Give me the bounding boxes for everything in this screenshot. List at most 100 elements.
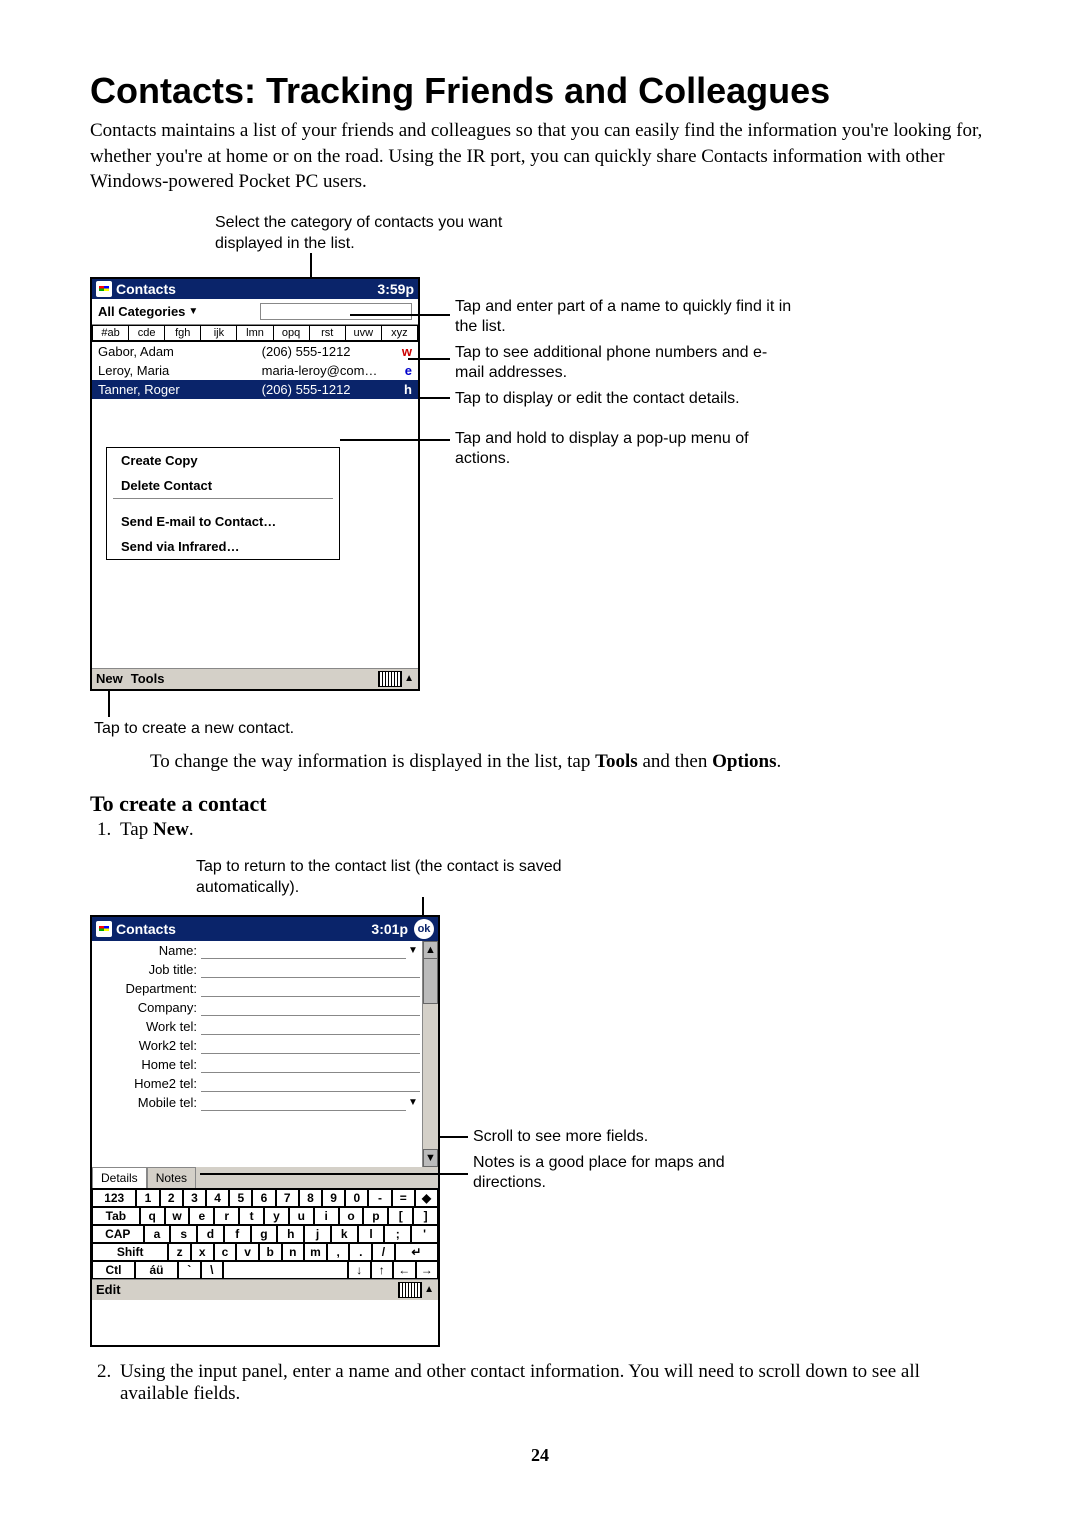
alpha-tab[interactable]: xyz — [381, 325, 418, 341]
field-row[interactable]: Home tel: — [92, 1055, 422, 1074]
key[interactable]: \ — [201, 1261, 224, 1279]
key[interactable]: g — [251, 1225, 278, 1243]
chevron-up-icon[interactable]: ▲ — [404, 673, 414, 684]
right-key[interactable]: → — [416, 1261, 439, 1279]
up-key[interactable]: ↑ — [371, 1261, 394, 1279]
key[interactable]: n — [282, 1243, 305, 1261]
backspace-key[interactable]: ◆ — [415, 1189, 438, 1207]
key[interactable]: ; — [384, 1225, 411, 1243]
space-key[interactable] — [223, 1261, 348, 1279]
key[interactable]: ` — [178, 1261, 201, 1279]
key[interactable]: f — [224, 1225, 251, 1243]
caps-key[interactable]: CAP — [92, 1225, 144, 1243]
key[interactable]: a — [144, 1225, 171, 1243]
company-field[interactable] — [201, 999, 420, 1016]
menu-item-send-email[interactable]: Send E-mail to Contact… — [107, 509, 339, 534]
alpha-tab[interactable]: rst — [309, 325, 345, 341]
tools-button[interactable]: Tools — [131, 671, 165, 686]
key[interactable]: [ — [388, 1207, 413, 1225]
alpha-tab[interactable]: opq — [273, 325, 309, 341]
alpha-tab[interactable]: #ab — [92, 325, 128, 341]
chevron-up-icon[interactable]: ▲ — [424, 1284, 434, 1295]
tab-notes[interactable]: Notes — [147, 1167, 196, 1188]
alpha-tab[interactable]: uvw — [345, 325, 381, 341]
alpha-index-row[interactable]: #ab cde fgh ijk lmn opq rst uvw xyz — [92, 325, 418, 342]
key[interactable]: v — [236, 1243, 259, 1261]
key[interactable]: d — [197, 1225, 224, 1243]
scroll-down-icon[interactable]: ▼ — [423, 1149, 438, 1167]
key[interactable]: 5 — [229, 1189, 252, 1207]
enter-key[interactable]: ↵ — [395, 1243, 438, 1261]
hometel-field[interactable] — [201, 1056, 420, 1073]
key[interactable]: , — [327, 1243, 350, 1261]
ctl-key[interactable]: Ctl — [92, 1261, 135, 1279]
alpha-tab[interactable]: fgh — [164, 325, 200, 341]
menu-item-send-infrared[interactable]: Send via Infrared… — [107, 534, 339, 559]
find-input[interactable] — [260, 303, 412, 320]
list-item-selected[interactable]: Tanner, Roger (206) 555-1212 h — [92, 380, 418, 399]
field-row[interactable]: Job title: — [92, 960, 422, 979]
key[interactable]: q — [140, 1207, 165, 1225]
key[interactable]: b — [259, 1243, 282, 1261]
key[interactable]: x — [191, 1243, 214, 1261]
accent-key[interactable]: áü — [135, 1261, 178, 1279]
field-row[interactable]: Company: — [92, 998, 422, 1017]
key[interactable]: o — [339, 1207, 364, 1225]
key[interactable]: = — [392, 1189, 415, 1207]
contact-tag[interactable]: w — [398, 344, 412, 359]
worktel2-field[interactable] — [201, 1037, 420, 1054]
start-icon[interactable] — [96, 921, 112, 937]
chevron-down-icon[interactable]: ▼ — [406, 1097, 420, 1108]
mobiletel-field[interactable] — [201, 1094, 406, 1111]
shift-key[interactable]: Shift — [92, 1243, 168, 1261]
key[interactable]: h — [277, 1225, 304, 1243]
alpha-tab[interactable]: ijk — [200, 325, 236, 341]
on-screen-keyboard[interactable]: 123 1234567890-=◆ Tab qwertyuiop[] CAP a… — [92, 1188, 438, 1279]
key[interactable]: t — [239, 1207, 264, 1225]
worktel-field[interactable] — [201, 1018, 420, 1035]
field-row[interactable]: Work tel: — [92, 1017, 422, 1036]
name-field[interactable] — [201, 942, 406, 959]
key[interactable]: 7 — [276, 1189, 299, 1207]
jobtitle-field[interactable] — [201, 961, 420, 978]
key[interactable]: m — [304, 1243, 327, 1261]
key[interactable]: 8 — [299, 1189, 322, 1207]
menu-item-create-copy[interactable]: Create Copy — [107, 448, 339, 473]
contact-tag[interactable]: e — [398, 363, 412, 378]
key[interactable]: r — [214, 1207, 239, 1225]
field-row[interactable]: Mobile tel:▼ — [92, 1093, 422, 1112]
field-row[interactable]: Name:▼ — [92, 941, 422, 960]
ok-button[interactable]: ok — [414, 919, 434, 939]
category-bar[interactable]: All Categories ▼ — [92, 299, 418, 325]
key[interactable]: ' — [411, 1225, 438, 1243]
key[interactable]: p — [363, 1207, 388, 1225]
key[interactable]: 4 — [206, 1189, 229, 1207]
key[interactable]: / — [372, 1243, 395, 1261]
scrollbar[interactable]: ▲ ▼ — [422, 941, 438, 1167]
key[interactable]: 123 — [92, 1189, 136, 1207]
key[interactable]: l — [358, 1225, 385, 1243]
keyboard-icon[interactable] — [398, 1282, 422, 1298]
start-icon[interactable] — [96, 281, 112, 297]
key[interactable]: 9 — [322, 1189, 345, 1207]
edit-button[interactable]: Edit — [96, 1282, 121, 1297]
key[interactable]: 1 — [136, 1189, 159, 1207]
field-row[interactable]: Work2 tel: — [92, 1036, 422, 1055]
key[interactable]: - — [368, 1189, 391, 1207]
key[interactable]: 2 — [160, 1189, 183, 1207]
key[interactable]: 6 — [252, 1189, 275, 1207]
scroll-thumb[interactable] — [423, 958, 438, 1004]
alpha-tab[interactable]: cde — [128, 325, 164, 341]
scroll-up-icon[interactable]: ▲ — [423, 941, 438, 959]
tab-details[interactable]: Details — [92, 1167, 147, 1188]
menu-item-delete[interactable]: Delete Contact — [107, 473, 339, 498]
field-row[interactable]: Department: — [92, 979, 422, 998]
keyboard-icon[interactable] — [378, 671, 402, 687]
key[interactable]: u — [289, 1207, 314, 1225]
field-row[interactable]: Home2 tel: — [92, 1074, 422, 1093]
key[interactable]: k — [331, 1225, 358, 1243]
down-key[interactable]: ↓ — [348, 1261, 371, 1279]
key[interactable]: z — [168, 1243, 191, 1261]
key[interactable]: w — [165, 1207, 190, 1225]
context-menu[interactable]: Create Copy Delete Contact Send E-mail t… — [106, 447, 340, 560]
